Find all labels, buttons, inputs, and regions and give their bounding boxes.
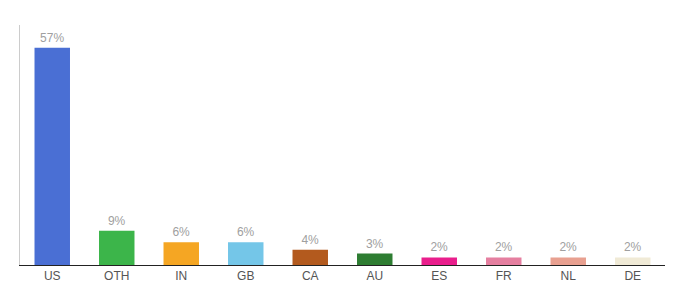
svg-text:GB: GB xyxy=(237,269,254,283)
svg-text:6%: 6% xyxy=(172,225,190,239)
svg-text:US: US xyxy=(44,269,61,283)
svg-text:4%: 4% xyxy=(301,233,319,247)
svg-text:IN: IN xyxy=(175,269,187,283)
svg-text:3%: 3% xyxy=(366,237,384,251)
svg-text:2%: 2% xyxy=(430,240,448,254)
svg-text:9%: 9% xyxy=(108,214,126,228)
svg-text:2%: 2% xyxy=(624,240,642,254)
svg-text:6%: 6% xyxy=(237,225,255,239)
svg-text:AU: AU xyxy=(366,269,383,283)
svg-text:NL: NL xyxy=(561,269,577,283)
svg-text:DE: DE xyxy=(624,269,641,283)
svg-text:ES: ES xyxy=(431,269,447,283)
svg-text:CA: CA xyxy=(302,269,319,283)
svg-text:57%: 57% xyxy=(40,31,64,45)
svg-text:2%: 2% xyxy=(559,240,577,254)
svg-text:2%: 2% xyxy=(495,240,513,254)
svg-text:OTH: OTH xyxy=(104,269,129,283)
svg-text:FR: FR xyxy=(496,269,512,283)
